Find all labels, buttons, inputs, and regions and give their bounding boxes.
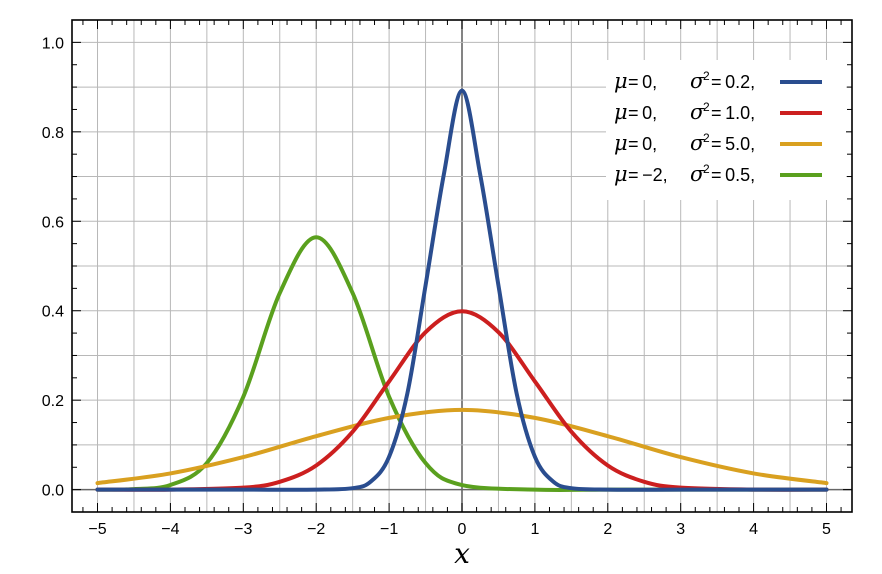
x-axis-label: x xyxy=(454,537,470,570)
legend-sigma-symbol: σ xyxy=(690,100,705,124)
legend-sigma-symbol: σ xyxy=(690,131,705,155)
x-tick-label: −3 xyxy=(234,521,252,538)
legend-entry-0: μ = 0, σ2 = 0.2, xyxy=(614,69,822,93)
x-tick-label: 3 xyxy=(676,521,685,538)
series-line-1 xyxy=(95,309,829,492)
y-tick-label: 0.8 xyxy=(42,125,64,142)
grid xyxy=(72,20,852,512)
legend-sigma-exponent: 2 xyxy=(703,162,710,176)
legend-entry-1: μ = 0, σ2 = 1.0, xyxy=(614,100,822,124)
x-tick-label: −1 xyxy=(380,521,398,538)
legend-sigma-symbol: σ xyxy=(690,69,705,93)
legend-sigma-exponent: 2 xyxy=(703,131,710,145)
x-tick-label: 5 xyxy=(822,521,831,538)
y-tick-label: 1.0 xyxy=(42,35,64,52)
y-tick-label: 0.0 xyxy=(42,483,64,500)
x-tick-label: −4 xyxy=(161,521,179,538)
legend-sigma-value: = 0.5, xyxy=(711,165,755,185)
y-tick-label: 0.6 xyxy=(42,214,64,231)
legend-sigma-value: = 0.2, xyxy=(711,72,755,92)
legend-entry-2: μ = 0, σ2 = 5.0, xyxy=(614,131,822,155)
axes-ticks xyxy=(72,19,852,513)
curves xyxy=(95,88,829,492)
plot-frame xyxy=(71,19,853,513)
series-line-0 xyxy=(95,88,829,492)
y-tick-label: 0.2 xyxy=(42,393,64,410)
legend-mu-symbol: μ xyxy=(614,100,628,124)
x-tick-label: 2 xyxy=(603,521,612,538)
legend-mu-symbol: μ xyxy=(614,162,628,186)
legend-mu-value: = 0, xyxy=(628,103,657,123)
legend-mu-value: = 0, xyxy=(628,134,657,154)
x-tick-label: 1 xyxy=(530,521,539,538)
legend-sigma-exponent: 2 xyxy=(703,69,710,83)
legend: μ = 0, σ2 = 0.2,μ = 0, σ2 = 1.0,μ = 0, σ2 = 5.0,μ… xyxy=(606,60,846,200)
legend-mu-symbol: μ xyxy=(614,69,628,93)
legend-sigma-value: = 1.0, xyxy=(711,103,755,123)
y-tick-label: 0.4 xyxy=(42,304,64,321)
legend-mu-value: = −2, xyxy=(628,165,668,185)
x-tick-label: −2 xyxy=(307,521,325,538)
x-tick-label: −5 xyxy=(88,521,106,538)
legend-sigma-symbol: σ xyxy=(690,162,705,186)
legend-entry-3: μ = −2, σ2 = 0.5, xyxy=(614,162,822,186)
legend-sigma-exponent: 2 xyxy=(703,100,710,114)
legend-mu-value: = 0, xyxy=(628,72,657,92)
series-line-2 xyxy=(95,407,829,486)
legend-sigma-value: = 5.0, xyxy=(711,134,755,154)
x-tick-label: 0 xyxy=(458,521,467,538)
legend-mu-symbol: μ xyxy=(614,131,628,155)
tick-labels: −5 −4 −3 −2 −1 0 1 2 3 4 5 0.0 0.2 0.4 0.6 0.8 1.0 xyxy=(42,35,831,538)
x-tick-label: 4 xyxy=(749,521,758,538)
